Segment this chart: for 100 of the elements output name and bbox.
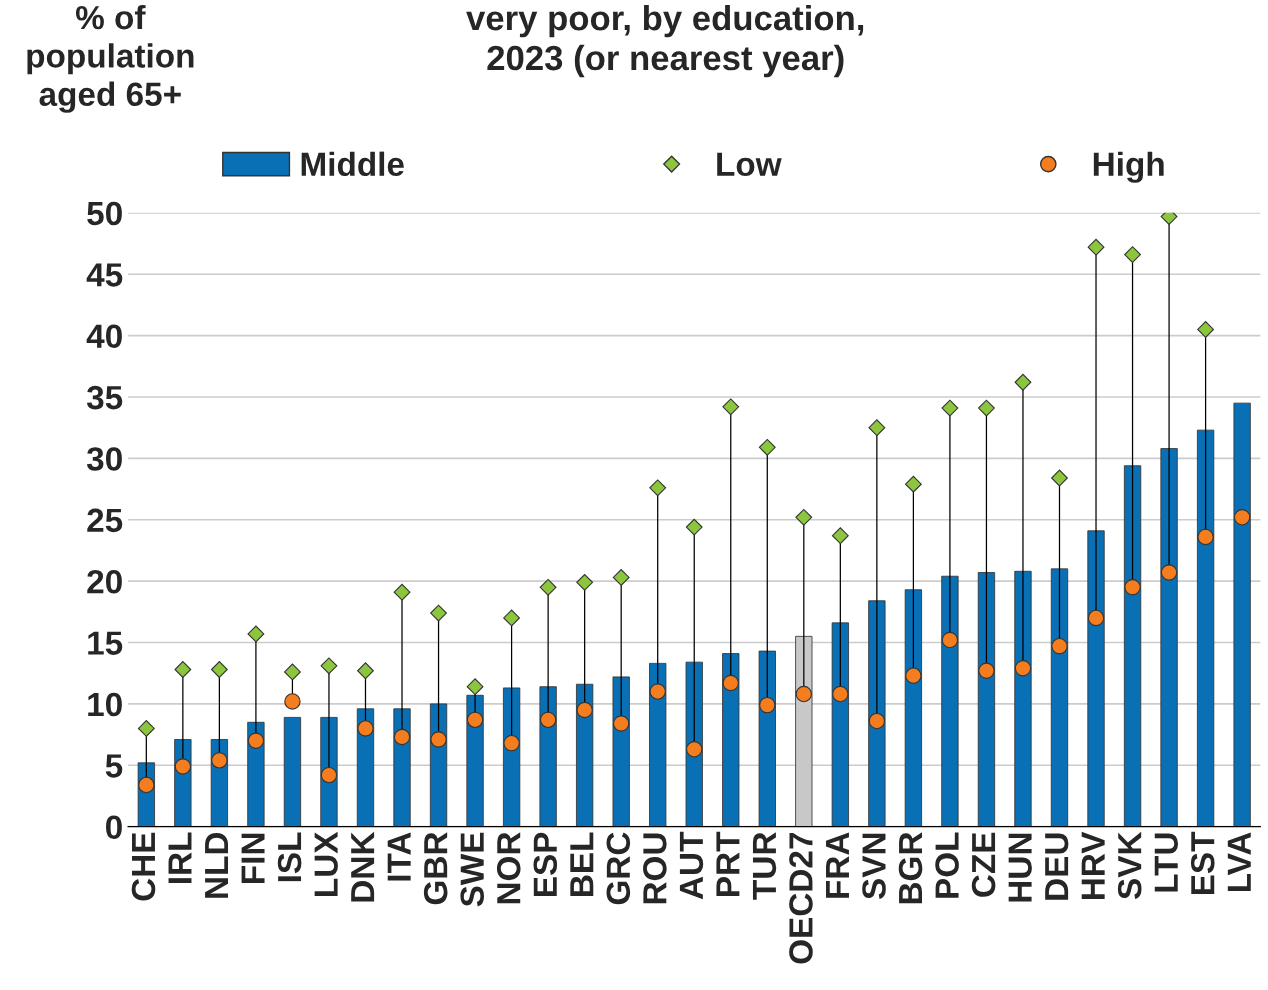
point [722, 674, 739, 692]
bar [758, 650, 776, 827]
point [1051, 469, 1068, 487]
point [284, 693, 301, 710]
point [1014, 660, 1032, 677]
point [1051, 637, 1068, 655]
point [649, 683, 666, 700]
x-tick-label: SVK [1117, 831, 1142, 900]
point [503, 609, 521, 627]
point [941, 399, 959, 417]
point [174, 661, 192, 678]
point [430, 731, 447, 748]
x-tick-label: FRA [826, 832, 849, 898]
point [357, 662, 374, 680]
point [1233, 509, 1251, 526]
point [758, 438, 776, 456]
point [868, 419, 886, 437]
bar [1233, 402, 1251, 827]
bar [1087, 530, 1105, 827]
x-tick-label: DEU [1045, 833, 1069, 900]
point [1087, 238, 1105, 256]
x-tick-label: GBR [423, 832, 448, 905]
point [795, 508, 813, 526]
y-tick-label: 10 [88, 692, 122, 717]
chart-title: very poor, by education, 2023 (or nearest year) [466, 4, 864, 78]
point [211, 752, 228, 769]
bar [612, 676, 630, 827]
x-tick-label: AUT [679, 831, 704, 900]
x-tick-label: FIN [241, 833, 265, 883]
bar [904, 589, 923, 827]
point [1160, 564, 1178, 581]
point [174, 758, 192, 775]
bar [649, 662, 667, 827]
x-tick-label: SVN [862, 833, 886, 900]
point [722, 398, 740, 416]
point [539, 578, 557, 596]
point [1087, 609, 1105, 627]
x-tick-label: GRC [606, 832, 631, 905]
y-tick-label: 25 [87, 508, 123, 533]
point [393, 583, 411, 601]
y-tick-label: 15 [88, 631, 123, 655]
point [1124, 579, 1141, 596]
x-tick-label: ROU [643, 833, 667, 904]
x-tick-label: HRV [1081, 831, 1105, 900]
point [649, 479, 667, 497]
bar [1050, 568, 1069, 827]
point [612, 715, 630, 732]
point [320, 657, 338, 675]
x-tick-label: LTU [1154, 833, 1179, 892]
x-tick-label: EST [1190, 831, 1215, 895]
y-tick-label: 0 [105, 815, 122, 840]
point [539, 711, 557, 729]
bar [1196, 429, 1215, 827]
y-tick-label: 50 [87, 201, 122, 226]
x-tick-label: CHE [131, 832, 156, 901]
bar [722, 653, 740, 827]
point [430, 604, 447, 622]
legend-label: Low [717, 152, 782, 177]
point [1014, 373, 1032, 391]
x-tick-label: SWE [460, 832, 485, 907]
bar [1160, 448, 1178, 827]
x-tick-label: LVA [1227, 832, 1251, 892]
point [247, 625, 265, 643]
y-tick-label: 20 [87, 569, 122, 594]
point [576, 701, 593, 719]
point [904, 475, 922, 493]
point [941, 631, 959, 649]
bar [977, 572, 996, 827]
x-tick-label: TUR [752, 832, 777, 900]
bar [831, 622, 849, 827]
point [320, 766, 338, 784]
x-tick-label: ISL [277, 832, 302, 882]
x-tick-label: DNK [351, 831, 375, 902]
x-tick-label: PRT [716, 831, 740, 896]
x-tick-label: IRL [168, 832, 192, 883]
x-tick-label: ITA [387, 832, 411, 881]
point [137, 720, 155, 737]
legend-label: High [1093, 151, 1164, 183]
point [503, 734, 520, 752]
point [1124, 246, 1141, 264]
y-axis-title: % of population aged 65+ [27, 4, 194, 113]
x-tick-label: LUX [314, 831, 338, 896]
point [466, 711, 484, 729]
point [978, 399, 995, 417]
x-tick-label: NLD [205, 832, 228, 898]
y-tick-label: 5 [105, 754, 123, 778]
point [686, 741, 703, 758]
point [685, 518, 703, 536]
x-tick-label: BEL [570, 832, 594, 896]
bar [576, 683, 594, 827]
point [868, 712, 886, 730]
point [466, 678, 484, 696]
bar [941, 575, 959, 827]
x-tick-label: NOR [496, 832, 521, 904]
point [284, 663, 301, 681]
point [247, 732, 265, 749]
point [1197, 321, 1215, 338]
point [612, 569, 630, 586]
x-tick-label: ESP [533, 832, 558, 896]
y-tick-label: 45 [86, 263, 123, 287]
